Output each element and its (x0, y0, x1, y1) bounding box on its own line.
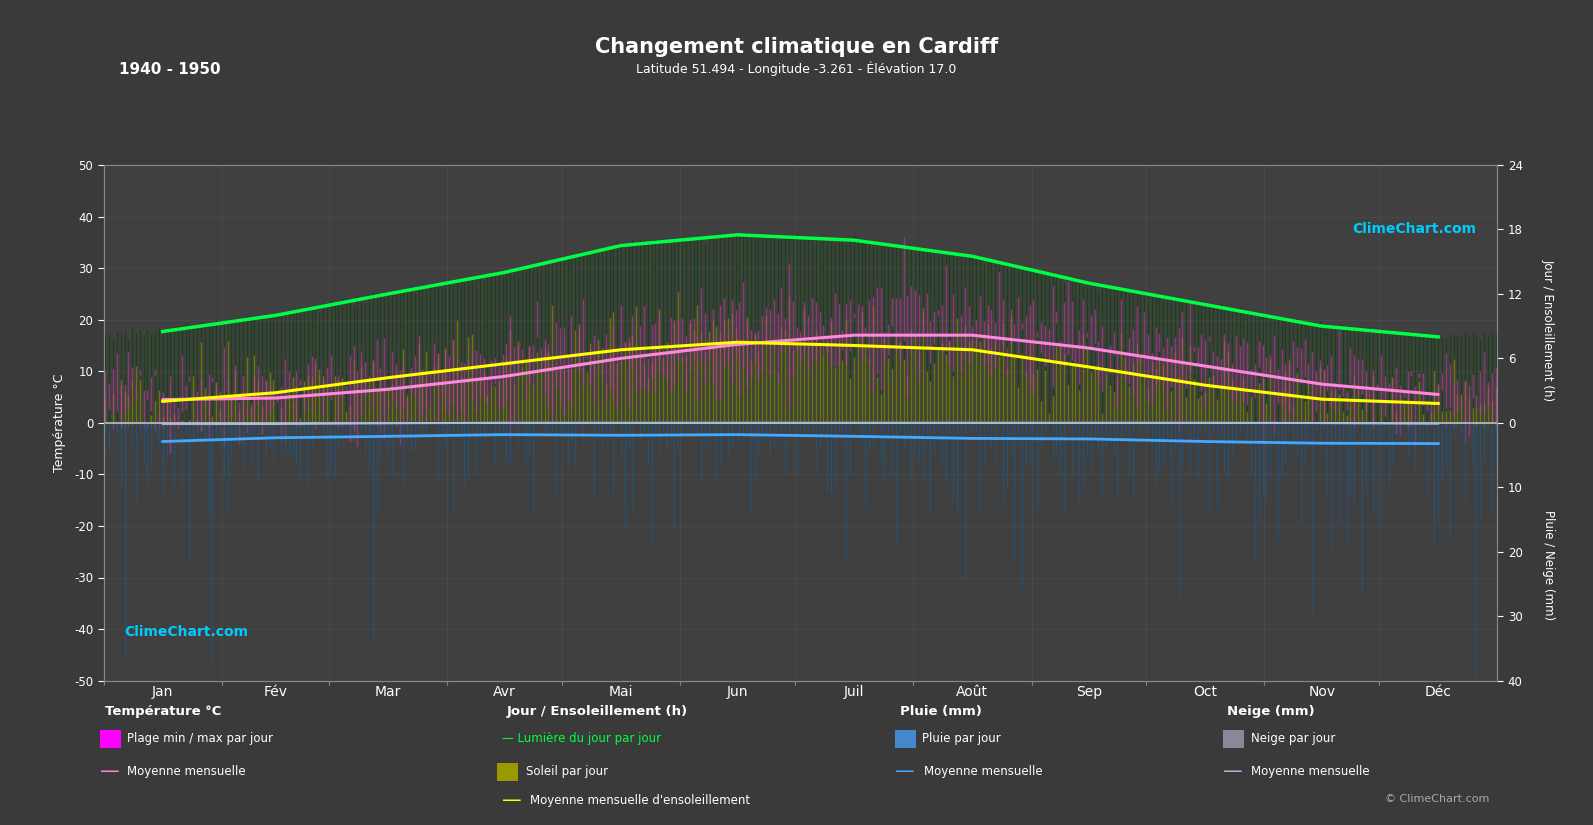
Text: Soleil par jour: Soleil par jour (526, 765, 609, 778)
Text: © ClimeChart.com: © ClimeChart.com (1384, 794, 1489, 804)
Text: Moyenne mensuelle d'ensoleillement: Moyenne mensuelle d'ensoleillement (530, 794, 750, 807)
Text: —: — (895, 761, 914, 781)
Text: Changement climatique en Cardiff: Changement climatique en Cardiff (594, 37, 999, 57)
Text: —: — (100, 761, 119, 781)
Text: Pluie / Neige (mm): Pluie / Neige (mm) (1542, 510, 1555, 620)
Text: Température °C: Température °C (105, 705, 221, 719)
Text: Jour / Ensoleillement (h): Jour / Ensoleillement (h) (1542, 259, 1555, 401)
Text: Neige (mm): Neige (mm) (1227, 705, 1314, 719)
Text: ClimeChart.com: ClimeChart.com (124, 625, 249, 639)
Text: Moyenne mensuelle: Moyenne mensuelle (1251, 765, 1368, 778)
Text: —: — (502, 790, 521, 810)
Text: Plage min / max par jour: Plage min / max par jour (127, 732, 274, 745)
Text: 1940 - 1950: 1940 - 1950 (119, 62, 221, 77)
Text: Pluie (mm): Pluie (mm) (900, 705, 981, 719)
Text: Pluie par jour: Pluie par jour (922, 732, 1000, 745)
Text: Moyenne mensuelle: Moyenne mensuelle (127, 765, 245, 778)
Y-axis label: Température °C: Température °C (53, 374, 65, 472)
Text: —: — (1223, 761, 1243, 781)
Text: Moyenne mensuelle: Moyenne mensuelle (924, 765, 1042, 778)
Text: — Lumière du jour par jour: — Lumière du jour par jour (502, 732, 661, 745)
Text: Neige par jour: Neige par jour (1251, 732, 1335, 745)
Text: Jour / Ensoleillement (h): Jour / Ensoleillement (h) (507, 705, 688, 719)
Text: Latitude 51.494 - Longitude -3.261 - Élévation 17.0: Latitude 51.494 - Longitude -3.261 - Élé… (636, 62, 957, 77)
Text: ClimeChart.com: ClimeChart.com (1352, 222, 1477, 236)
